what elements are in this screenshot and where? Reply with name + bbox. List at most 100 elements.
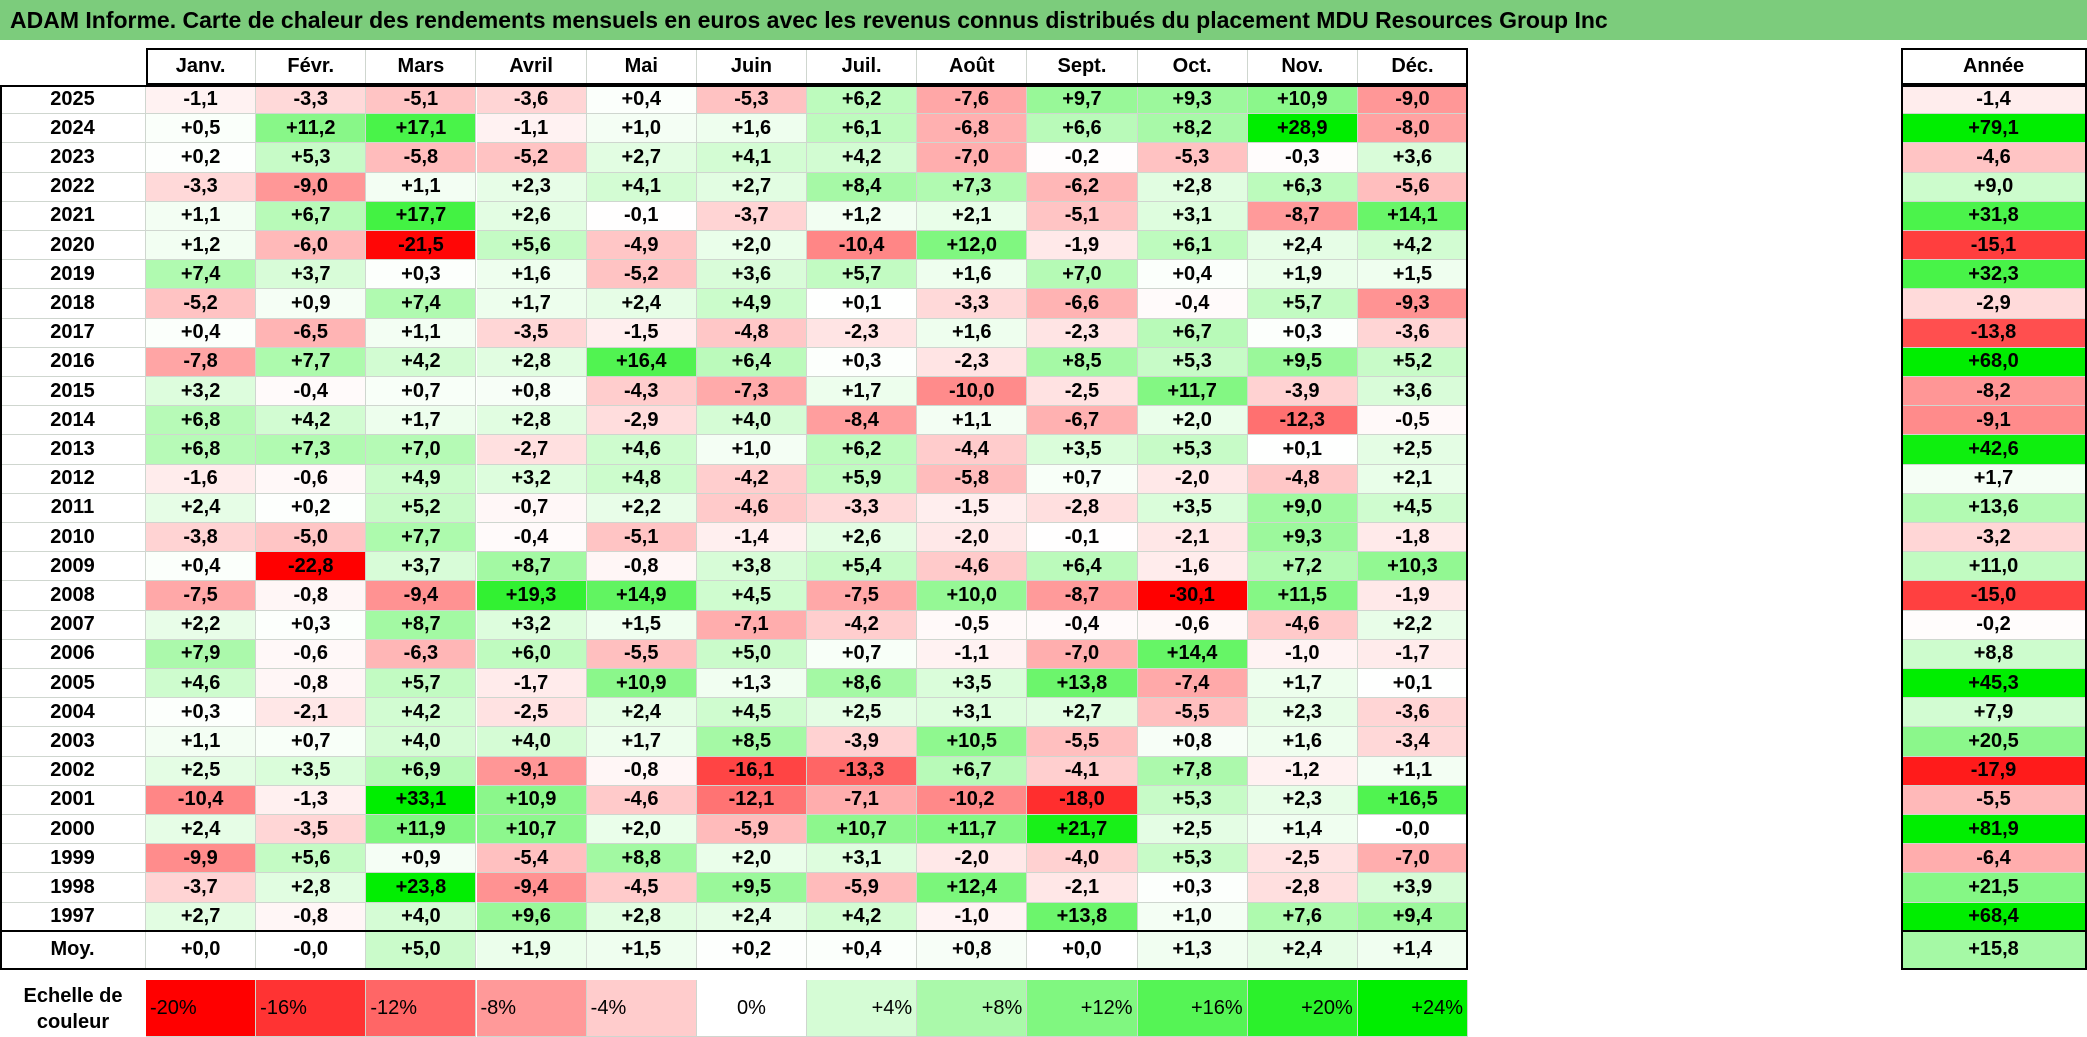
heatmap-cell: +10,9: [476, 785, 587, 815]
heatmap-cell: +2,3: [1247, 698, 1358, 728]
month-header: Août: [917, 48, 1028, 85]
heatmap-cell: -0,4: [256, 377, 367, 407]
month-header: Mars: [366, 48, 477, 85]
heatmap-cell: +0,4: [586, 85, 697, 115]
heatmap-cell: -2,5: [476, 698, 587, 728]
average-cell: +2,4: [1247, 930, 1358, 970]
heatmap-cell: -2,9: [586, 406, 697, 436]
heatmap-cell: +5,3: [1137, 844, 1248, 874]
heatmap-cell: +5,2: [1357, 347, 1469, 377]
average-cell: +1,4: [1357, 930, 1469, 970]
heatmap-cell: -13,3: [807, 756, 918, 786]
heatmap-cell: -0,8: [256, 581, 367, 611]
heatmap-cell: +9,5: [696, 873, 807, 903]
heatmap-cell: +2,8: [476, 406, 587, 436]
heatmap-cell: +2,5: [1357, 435, 1469, 465]
heatmap-cell: -4,8: [696, 318, 807, 348]
heatmap-cell: +11,7: [1137, 377, 1248, 407]
heatmap-cell: +4,2: [366, 347, 477, 377]
heatmap-cell: +3,8: [696, 552, 807, 582]
annual-cell: +68,0: [1901, 347, 2087, 377]
month-header: Juin: [696, 48, 807, 85]
annual-cell: -2,9: [1901, 289, 2087, 319]
heatmap-cell: -4,6: [696, 493, 807, 523]
year-label: 2020: [0, 231, 146, 261]
heatmap-cell: -0,5: [917, 610, 1028, 640]
heatmap-cell: +5,9: [807, 464, 918, 494]
heatmap-cell: +2,8: [586, 902, 697, 932]
heatmap-cell: -5,0: [256, 523, 367, 553]
heatmap-cell: -10,4: [146, 785, 257, 815]
heatmap-cell: -7,1: [696, 610, 807, 640]
heatmap-cell: -5,1: [1027, 201, 1138, 231]
average-cell: +0,0: [146, 930, 257, 970]
heatmap-cell: -30,1: [1137, 581, 1248, 611]
annual-cell: +45,3: [1901, 669, 2087, 699]
heatmap-cell: -6,3: [366, 639, 477, 669]
legend-swatch: -4%: [586, 980, 697, 1037]
legend-label-line2: couleur: [36, 1010, 110, 1033]
heatmap-cell: +6,8: [146, 406, 257, 436]
heatmap-cell: -4,3: [586, 377, 697, 407]
heatmap-cell: +2,6: [476, 201, 587, 231]
heatmap-cell: -9,0: [256, 172, 367, 202]
heatmap-cell: -1,9: [1027, 231, 1138, 261]
average-cell: +0,0: [1027, 930, 1138, 970]
heatmap-cell: -5,2: [476, 143, 587, 173]
heatmap-cell: -10,0: [917, 377, 1028, 407]
heatmap-cell: -0,2: [1027, 143, 1138, 173]
heatmap-cell: +6,1: [807, 114, 918, 144]
heatmap-cell: -5,2: [146, 289, 257, 319]
annual-cell: -6,4: [1901, 844, 2087, 874]
heatmap-cell: +16,4: [586, 347, 697, 377]
year-label: 2000: [0, 815, 146, 845]
heatmap-cell: -1,1: [146, 85, 257, 115]
annual-cell: -15,0: [1901, 581, 2087, 611]
heatmap-cell: +0,2: [256, 493, 367, 523]
heatmap-cell: -3,6: [1357, 698, 1469, 728]
heatmap-cell: +3,5: [917, 669, 1028, 699]
year-label: 2003: [0, 727, 146, 757]
heatmap-cell: -2,0: [1137, 464, 1248, 494]
heatmap-cell: -5,1: [366, 85, 477, 115]
heatmap-cell: +7,4: [366, 289, 477, 319]
month-header: Sept.: [1027, 48, 1138, 85]
heatmap-cell: +4,5: [1357, 493, 1469, 523]
heatmap-cell: +4,5: [696, 581, 807, 611]
heatmap-cell: -1,6: [1137, 552, 1248, 582]
heatmap-cell: -5,8: [366, 143, 477, 173]
year-label: 2025: [0, 85, 146, 115]
heatmap-cell: -7,4: [1137, 669, 1248, 699]
heatmap-cell: +2,2: [1357, 610, 1469, 640]
heatmap-cell: +7,3: [917, 172, 1028, 202]
heatmap-cell: +1,7: [366, 406, 477, 436]
heatmap-cell: -3,7: [696, 201, 807, 231]
heatmap-cell: +5,7: [366, 669, 477, 699]
heatmap-cell: +2,4: [586, 289, 697, 319]
year-label: 2018: [0, 289, 146, 319]
heatmap-cell: +0,4: [146, 318, 257, 348]
heatmap-cell: +16,5: [1357, 785, 1469, 815]
annual-header: Année: [1901, 48, 2087, 85]
heatmap-cell: -0,0: [1357, 815, 1469, 845]
annual-cell: +11,0: [1901, 552, 2087, 582]
heatmap-cell: +1,3: [696, 669, 807, 699]
heatmap-cell: -5,2: [586, 260, 697, 290]
heatmap-cell: +4,0: [366, 902, 477, 932]
heatmap-cell: -2,3: [807, 318, 918, 348]
heatmap-cell: -2,8: [1027, 493, 1138, 523]
heatmap-cell: -4,2: [807, 610, 918, 640]
heatmap-cell: +28,9: [1247, 114, 1358, 144]
heatmap-cell: +8,8: [586, 844, 697, 874]
heatmap-cell: -3,9: [1247, 377, 1358, 407]
heatmap-cell: +6,3: [1247, 172, 1358, 202]
heatmap-cell: +0,8: [1137, 727, 1248, 757]
heatmap-cell: +13,8: [1027, 902, 1138, 932]
heatmap-cell: -0,5: [1357, 406, 1469, 436]
month-header: Nov.: [1247, 48, 1358, 85]
heatmap-cell: +1,6: [917, 260, 1028, 290]
page-title: ADAM Informe. Carte de chaleur des rende…: [0, 0, 2087, 40]
legend-swatch: +4%: [807, 980, 918, 1037]
heatmap-cell: -1,0: [917, 902, 1028, 932]
heatmap-cell: +23,8: [366, 873, 477, 903]
